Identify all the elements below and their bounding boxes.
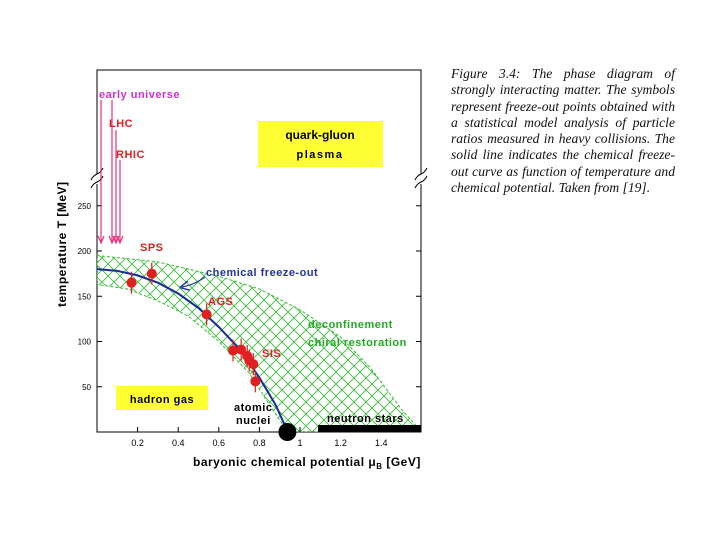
lhc-label: LHC xyxy=(109,118,133,130)
x-axis-label-unit: [GeV] xyxy=(383,455,421,469)
axis-break-left xyxy=(90,167,106,189)
axis-ticks: 0.2 0.4 0.6 0.8 1 1.2 1.4 50 100 150 200 250 xyxy=(78,202,421,448)
figure-caption: Figure 3.4: The phase diagram of strongl… xyxy=(451,66,675,196)
hadron-gas-label: hadron gas xyxy=(130,394,194,406)
x-tick-label: 0.4 xyxy=(172,438,185,448)
neutron-stars-bar xyxy=(318,425,421,432)
hadron-gas-region xyxy=(116,386,208,410)
freeze-out-points xyxy=(126,262,261,393)
axis-break-right xyxy=(414,167,430,189)
figure-label: Figure 3.4: xyxy=(451,66,521,81)
freeze-out-point xyxy=(250,370,261,393)
qgp-label-line1: quark-gluon xyxy=(285,128,354,142)
y-tick-label: 50 xyxy=(82,383,91,392)
x-tick-label: 0.6 xyxy=(213,438,226,448)
chemical-freeze-out-label: chemical freeze-out xyxy=(206,267,318,279)
x-tick-label: 1.4 xyxy=(375,438,388,448)
atomic-nuclei-label-line2: nuclei xyxy=(236,415,271,427)
y-axis-label: temperature T [MeV] xyxy=(55,181,69,307)
x-axis-label-sub: B xyxy=(376,462,382,471)
freeze-out-point xyxy=(228,339,239,362)
x-tick-label: 0.8 xyxy=(253,438,266,448)
x-axis-label: baryonic chemical potential μB [GeV] xyxy=(193,455,421,471)
early-universe-label: early universe xyxy=(99,89,180,101)
freeze-out-point xyxy=(201,303,212,326)
transition-band xyxy=(97,254,421,432)
freeze-out-point xyxy=(126,271,137,294)
y-tick-label: 250 xyxy=(78,202,92,211)
qgp-label-line2: plasma xyxy=(297,149,344,161)
x-tick-label: 1.2 xyxy=(334,438,347,448)
rhic-label: RHIC xyxy=(116,149,145,161)
freeze-out-point xyxy=(146,262,157,285)
ags-label: AGS xyxy=(208,296,233,308)
y-tick-label: 150 xyxy=(78,292,92,301)
neutron-stars-label: neutron stars xyxy=(327,413,404,425)
sps-label: SPS xyxy=(140,242,164,254)
freeze-out-curve xyxy=(96,268,289,433)
freeze-out-point xyxy=(236,338,247,361)
y-tick-label: 100 xyxy=(78,338,92,347)
freeze-out-point xyxy=(248,353,259,376)
qgp-region xyxy=(258,121,383,167)
atomic-nuclei-label-line1: atomic xyxy=(234,402,272,414)
x-tick-label: 0.2 xyxy=(131,438,144,448)
deconfinement-label: deconfinement xyxy=(308,319,393,331)
y-tick-label: 200 xyxy=(78,247,92,256)
chiral-restoration-label: chiral restoration xyxy=(308,337,407,349)
x-tick-label: 1 xyxy=(297,438,302,448)
chemical-freeze-out-arrow xyxy=(182,276,206,287)
atomic-nuclei-point xyxy=(278,423,297,441)
early-universe-arrows xyxy=(97,100,124,245)
figure-caption-text: The phase diagram of strongly interactin… xyxy=(451,66,675,196)
sis-label: SIS xyxy=(262,348,281,360)
